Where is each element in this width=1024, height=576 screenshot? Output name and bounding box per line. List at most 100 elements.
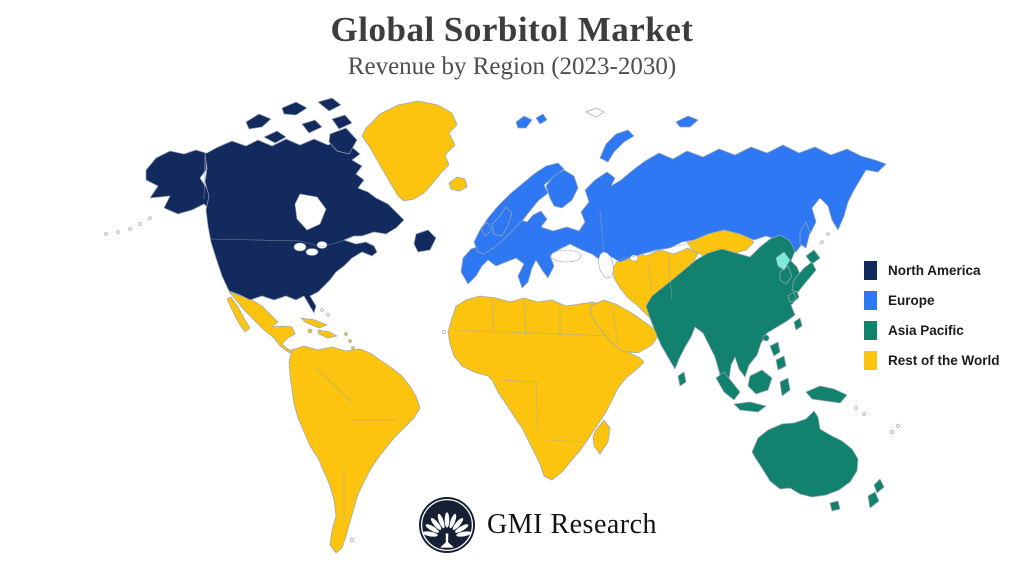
map-java (733, 401, 767, 413)
map-water-bodies (293, 193, 639, 279)
map-antilles-2 (348, 339, 352, 343)
map-solomon-2 (862, 412, 866, 416)
map-bahamas-2 (326, 313, 330, 317)
border-africa-2 (491, 299, 495, 335)
header: Global Sorbitol Market Revenue by Region… (0, 10, 1024, 82)
page-title: Global Sorbitol Market (330, 10, 694, 49)
map-japan-kyushu (787, 291, 797, 303)
map-legend: North America Europe Asia Pacific Rest o… (864, 260, 1000, 380)
map-sri-lanka (677, 371, 687, 387)
map-china-india-sea (645, 234, 802, 386)
border-alaska-canada (203, 154, 206, 200)
legend-item-europe: Europe (864, 290, 1000, 310)
map-sulawesi (779, 377, 791, 397)
map-black-sea (550, 249, 582, 263)
map-australia (751, 410, 859, 498)
legend-swatch-europe (864, 290, 877, 310)
map-greenland (361, 100, 458, 202)
border-usa-canada (210, 237, 353, 248)
logo-fan-petals (422, 512, 472, 548)
logo-ring (420, 498, 474, 552)
map-arctic-island-4 (263, 130, 287, 144)
map-arctic-island-3 (317, 97, 342, 112)
map-aleutian-2 (138, 222, 142, 226)
legend-label-north-america: North America (888, 262, 981, 278)
map-severnaya-zemlya (675, 115, 699, 128)
border-africa-5 (499, 379, 583, 443)
map-franz-josef (585, 107, 605, 118)
map-arabia (589, 299, 661, 354)
border-europe-russia (599, 209, 605, 253)
map-aleutian-3 (128, 227, 132, 231)
map-country-borders (203, 154, 695, 520)
map-borneo (747, 369, 773, 395)
map-iceland (448, 176, 468, 192)
legend-item-rest-of-world: Rest of the World (864, 350, 1000, 370)
map-north-korea (775, 251, 791, 271)
map-arctic-island-6 (331, 114, 353, 130)
map-south-korea (779, 265, 793, 285)
map-kuril-2 (826, 232, 830, 236)
map-arctic-island-5 (301, 119, 323, 134)
region-rest-of-world (226, 100, 755, 554)
map-novaya-zemlya (599, 129, 635, 163)
legend-swatch-rest-of-world (864, 350, 877, 370)
border-asia-1 (647, 253, 673, 301)
map-great-lake-2 (305, 248, 319, 256)
legend-swatch-north-america (864, 260, 877, 280)
map-sakhalin (799, 221, 811, 249)
map-madagascar (592, 419, 611, 455)
legend-item-asia-pacific: Asia Pacific (864, 320, 1000, 340)
map-svalbard-1 (515, 115, 533, 129)
map-arctic-island-1 (245, 113, 272, 130)
region-europe (460, 113, 887, 289)
border-russia-kazakhstan (617, 241, 695, 261)
map-philippines-mindanao (775, 355, 787, 371)
logo-trunk (440, 533, 454, 548)
map-japan-hokkaido (805, 249, 821, 265)
map-aleutian-1 (148, 216, 152, 220)
map-new-guinea (805, 385, 848, 404)
legend-item-north-america: North America (864, 260, 1000, 280)
page-subtitle: Revenue by Region (2023-2030) (347, 53, 677, 81)
region-asia-pacific (645, 234, 885, 512)
map-hispaniola (317, 329, 338, 339)
map-fiji-1 (890, 430, 894, 434)
map-baffin-island (328, 127, 358, 155)
map-taiwan (793, 317, 803, 331)
legend-swatch-asia-pacific (864, 320, 877, 340)
map-small-islands (104, 107, 900, 542)
map-finland (545, 169, 579, 209)
map-great-britain (491, 206, 513, 237)
map-ireland (480, 221, 493, 237)
border-africa-1 (454, 329, 613, 337)
map-solomon-1 (854, 406, 858, 410)
map-sumatra (715, 371, 741, 401)
map-cuba (300, 317, 328, 329)
map-aleutian-4 (116, 230, 120, 234)
legend-label-europe: Europe (888, 292, 935, 308)
map-japan-honshu (791, 261, 817, 293)
map-fiji-2 (896, 424, 900, 428)
map-aleutian-5 (104, 232, 108, 236)
map-caspian-sea (598, 251, 614, 279)
map-philippines-luzon (769, 341, 781, 357)
border-africa-3 (523, 299, 527, 337)
map-arctic-island-2 (281, 101, 308, 116)
map-jamaica (307, 328, 313, 334)
map-antilles-1 (344, 332, 348, 336)
map-south-america (288, 345, 421, 554)
legend-label-rest-of-world: Rest of the World (888, 352, 1000, 368)
map-newfoundland (413, 229, 437, 253)
brand-logo: GMI Research (417, 495, 657, 555)
map-hainan (762, 334, 770, 342)
border-south-america-1 (315, 367, 398, 520)
fan-palm-icon (419, 497, 475, 553)
map-baja-california (226, 296, 251, 333)
map-great-lake-1 (293, 242, 307, 252)
map-aral-sea (629, 254, 639, 262)
map-svalbard-2 (535, 113, 548, 125)
map-new-zealand-north (873, 478, 885, 494)
